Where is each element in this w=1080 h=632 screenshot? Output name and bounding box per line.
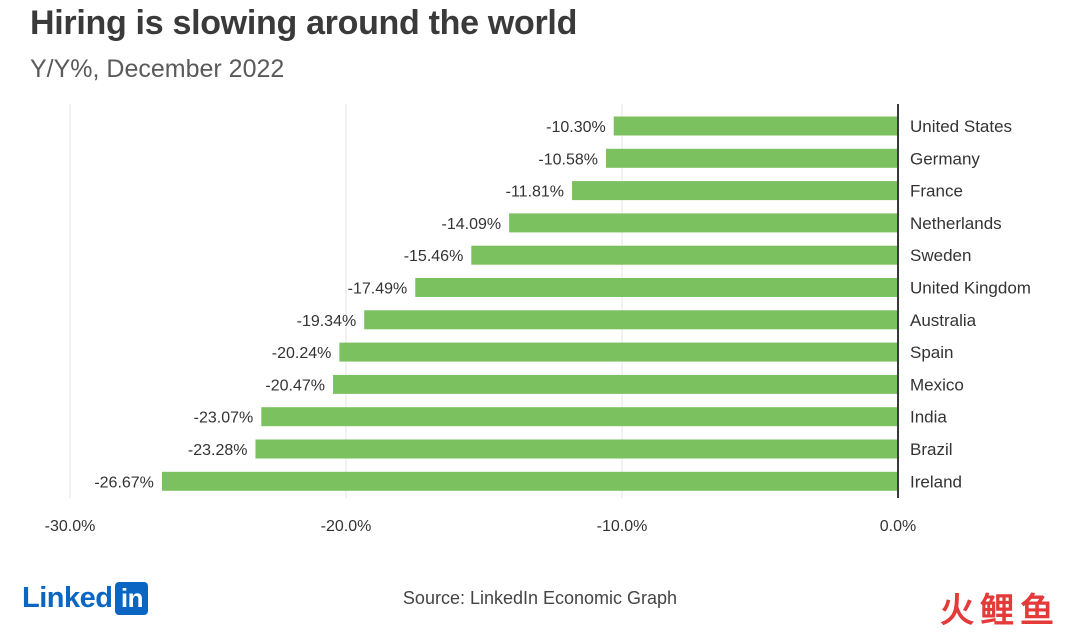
category-label: Brazil [910, 440, 953, 459]
logo-wordmark: Linked [22, 582, 113, 614]
category-label: United Kingdom [910, 279, 1031, 298]
x-tick-label: -20.0% [321, 518, 372, 535]
data-label: -19.34% [297, 313, 357, 330]
data-label: -20.47% [265, 377, 325, 394]
bar [255, 439, 899, 459]
linkedin-logo: Linked in [22, 582, 149, 615]
x-tick-label: -30.0% [45, 518, 96, 535]
bar [333, 374, 898, 394]
category-label: India [910, 408, 947, 427]
category-label: Spain [910, 343, 953, 362]
data-label: -23.07% [194, 410, 254, 427]
bar [613, 116, 898, 136]
chart-title: Hiring is slowing around the world [30, 4, 578, 42]
category-label: Mexico [910, 375, 964, 394]
data-label: -20.24% [272, 345, 332, 362]
data-label: -10.30% [546, 119, 606, 136]
data-label: -23.28% [188, 442, 248, 459]
bar [471, 245, 898, 265]
category-label: United States [910, 117, 1012, 136]
category-label: Germany [910, 149, 980, 168]
bar [364, 310, 898, 330]
data-label: -10.58% [538, 151, 598, 168]
category-label: France [910, 182, 963, 201]
chart-subtitle: Y/Y%, December 2022 [30, 55, 285, 83]
bar [415, 278, 898, 297]
category-label: Ireland [910, 472, 962, 491]
bar [161, 471, 898, 491]
data-label: -17.49% [348, 281, 408, 298]
bar [339, 342, 899, 362]
bar [261, 407, 898, 427]
category-label: Sweden [910, 246, 971, 265]
x-tick-label: -10.0% [597, 518, 648, 535]
bar [572, 181, 898, 201]
data-label: -14.09% [442, 216, 502, 233]
data-label: -11.81% [506, 184, 564, 201]
data-label: -26.67% [94, 474, 154, 491]
x-tick-label: 0.0% [880, 518, 916, 535]
bar [605, 148, 898, 168]
data-label: -15.46% [404, 248, 464, 265]
watermark: 火鲤鱼 [940, 591, 1060, 631]
source-note: Source: LinkedIn Economic Graph [402, 588, 678, 608]
category-label: Netherlands [910, 214, 1002, 233]
bar [509, 213, 898, 233]
category-label: Australia [910, 311, 977, 330]
logo-in-box: in [115, 582, 149, 615]
